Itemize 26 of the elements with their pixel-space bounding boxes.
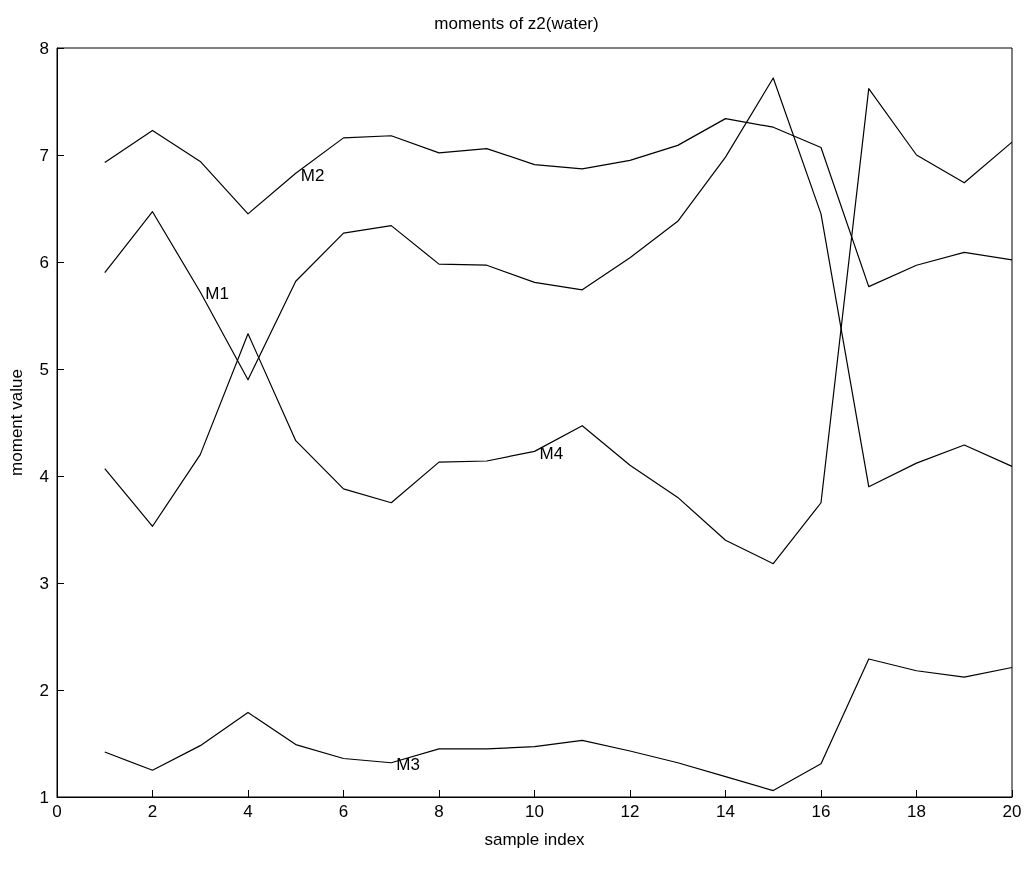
y-tick-label: 3 bbox=[39, 573, 49, 593]
x-tick-label: 8 bbox=[434, 802, 444, 821]
y-tick-label: 1 bbox=[39, 787, 49, 807]
x-axis-title: sample index bbox=[484, 830, 586, 849]
x-tick-label: 12 bbox=[620, 802, 640, 821]
chart-title: moments of z2(water) bbox=[434, 14, 599, 33]
x-tick-label: 4 bbox=[243, 802, 253, 821]
series-label: M4 bbox=[539, 443, 564, 463]
x-tick-label: 14 bbox=[716, 802, 735, 821]
series-label: M2 bbox=[300, 165, 325, 185]
x-tick-label: 20 bbox=[1002, 802, 1022, 821]
y-tick-label: 6 bbox=[39, 252, 49, 272]
x-tick-label: 0 bbox=[52, 802, 62, 821]
y-tick-label: 8 bbox=[39, 38, 49, 58]
y-tick-label: 7 bbox=[39, 145, 49, 165]
x-tick-label: 16 bbox=[811, 802, 831, 821]
y-tick-label: 5 bbox=[39, 359, 49, 379]
series-label: M3 bbox=[396, 755, 420, 775]
y-tick-label: 2 bbox=[39, 680, 49, 700]
x-tick-label: 10 bbox=[525, 802, 544, 821]
y-tick-label: 4 bbox=[39, 466, 49, 486]
x-tick-label: 6 bbox=[338, 802, 349, 821]
x-tick-label: 18 bbox=[907, 802, 926, 821]
y-axis-title: moment value bbox=[7, 369, 26, 476]
x-tick-label: 2 bbox=[147, 802, 158, 821]
series-label: M1 bbox=[205, 284, 229, 304]
